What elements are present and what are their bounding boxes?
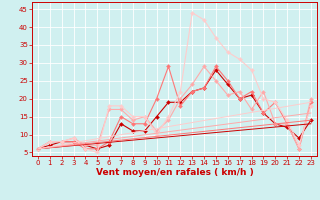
X-axis label: Vent moyen/en rafales ( km/h ): Vent moyen/en rafales ( km/h ) (96, 168, 253, 177)
